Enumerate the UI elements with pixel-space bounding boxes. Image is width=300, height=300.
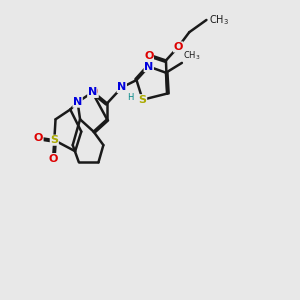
- Text: N: N: [144, 61, 153, 72]
- Text: S: S: [139, 95, 147, 105]
- Text: CH$_3$: CH$_3$: [183, 49, 201, 62]
- Text: O: O: [34, 133, 43, 143]
- Text: N: N: [73, 97, 82, 107]
- Text: O: O: [89, 87, 98, 97]
- Text: O: O: [48, 154, 58, 164]
- Text: O: O: [173, 42, 183, 52]
- Text: S: S: [50, 135, 58, 145]
- Text: N: N: [88, 87, 97, 97]
- Text: CH$_3$: CH$_3$: [209, 13, 229, 27]
- Text: O: O: [144, 50, 154, 61]
- Text: H: H: [127, 93, 134, 102]
- Text: N: N: [117, 82, 126, 92]
